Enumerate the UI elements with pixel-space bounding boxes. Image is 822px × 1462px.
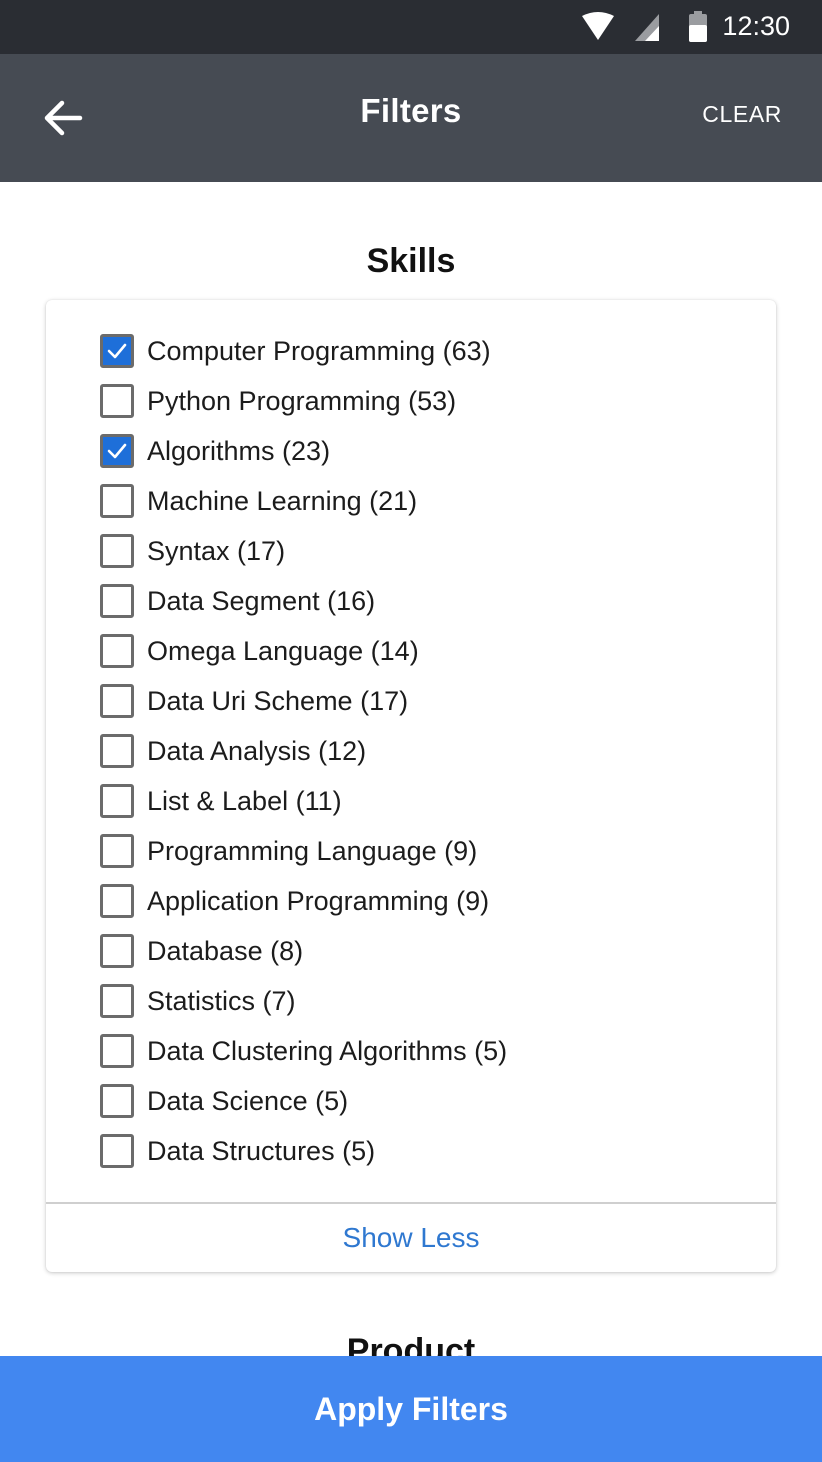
clear-button[interactable]: CLEAR [702,101,782,127]
checkbox-unchecked-icon[interactable] [100,484,134,518]
skill-label: Python Programming (53) [147,385,457,416]
skill-checkbox-item[interactable]: Data Science (5) [100,1076,507,1126]
skill-label: Algorithms (23) [147,435,331,466]
arrow-back-icon[interactable] [40,94,88,142]
skill-label: Data Uri Scheme (17) [147,685,409,716]
skill-checkbox-item[interactable]: Programming Language (9) [100,826,507,876]
checkbox-unchecked-icon[interactable] [100,634,134,668]
skill-checkbox-item[interactable]: Computer Programming (63) [100,326,507,376]
page-title: Filters [360,92,462,129]
apply-filters-button[interactable]: Apply Filters [0,1356,822,1462]
skill-checkbox-item[interactable]: Data Analysis (12) [100,726,507,776]
checkbox-unchecked-icon[interactable] [100,534,134,568]
skill-label: Data Analysis (12) [147,735,367,766]
skill-checkbox-item[interactable]: Database (8) [100,926,507,976]
skill-label: Data Science (5) [147,1085,349,1116]
checkbox-unchecked-icon[interactable] [100,984,134,1018]
skill-checkbox-item[interactable]: Machine Learning (21) [100,476,507,526]
skills-section-title: Skills [366,242,456,280]
skill-label: Data Clustering Algorithms (5) [147,1035,508,1066]
skill-checkbox-item[interactable]: Omega Language (14) [100,626,507,676]
skill-label: Data Structures (5) [147,1135,376,1166]
wifi-icon [582,12,614,47]
checkbox-unchecked-icon[interactable] [100,834,134,868]
skill-label: Programming Language (9) [147,835,478,866]
skill-label: Data Segment (16) [147,585,376,616]
divider [46,1202,776,1204]
skills-list: Computer Programming (63) Python Programm… [100,326,507,1176]
skill-checkbox-item[interactable]: Statistics (7) [100,976,507,1026]
app-bar: Filters CLEAR [0,54,822,182]
status-bar: 12:30 [0,0,822,54]
skill-label: Machine Learning (21) [147,485,418,516]
checkbox-checked-icon[interactable] [100,434,134,468]
show-less-button[interactable]: Show Less [342,1222,480,1253]
checkbox-unchecked-icon[interactable] [100,784,134,818]
skill-label: Database (8) [147,935,304,966]
battery-icon [688,11,708,48]
skills-card: Computer Programming (63) Python Programm… [46,300,776,1272]
skill-label: List & Label (11) [147,785,342,816]
checkbox-unchecked-icon[interactable] [100,884,134,918]
skill-label: Syntax (17) [147,535,286,566]
skill-checkbox-item[interactable]: Application Programming (9) [100,876,507,926]
clock: 12:30 [722,11,790,41]
skill-checkbox-item[interactable]: Data Segment (16) [100,576,507,626]
checkbox-checked-icon[interactable] [100,334,134,368]
checkbox-unchecked-icon[interactable] [100,1084,134,1118]
skill-checkbox-item[interactable]: Data Clustering Algorithms (5) [100,1026,507,1076]
skill-checkbox-item[interactable]: Python Programming (53) [100,376,507,426]
checkbox-unchecked-icon[interactable] [100,934,134,968]
checkbox-unchecked-icon[interactable] [100,734,134,768]
checkbox-unchecked-icon[interactable] [100,584,134,618]
skill-checkbox-item[interactable]: Syntax (17) [100,526,507,576]
checkbox-unchecked-icon[interactable] [100,1034,134,1068]
checkbox-unchecked-icon[interactable] [100,1134,134,1168]
skill-label: Application Programming (9) [147,885,490,916]
skill-checkbox-item[interactable]: Data Structures (5) [100,1126,507,1176]
skill-checkbox-item[interactable]: Data Uri Scheme (17) [100,676,507,726]
skill-checkbox-item[interactable]: List & Label (11) [100,776,507,826]
skill-label: Omega Language (14) [147,635,419,666]
checkbox-unchecked-icon[interactable] [100,684,134,718]
checkbox-unchecked-icon[interactable] [100,384,134,418]
skill-checkbox-item[interactable]: Algorithms (23) [100,426,507,476]
signal-icon [633,12,661,47]
skill-label: Statistics (7) [147,985,296,1016]
skill-label: Computer Programming (63) [147,335,491,366]
